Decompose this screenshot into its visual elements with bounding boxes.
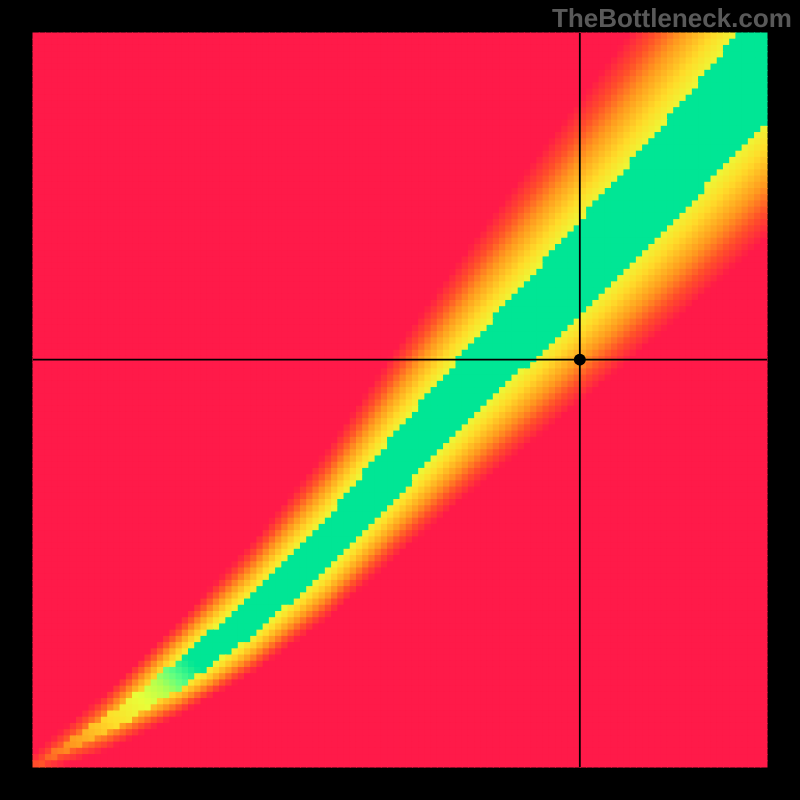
source-watermark: TheBottleneck.com bbox=[552, 3, 792, 34]
chart-stage: TheBottleneck.com bbox=[0, 0, 800, 800]
bottleneck-heatmap-canvas bbox=[0, 0, 800, 800]
